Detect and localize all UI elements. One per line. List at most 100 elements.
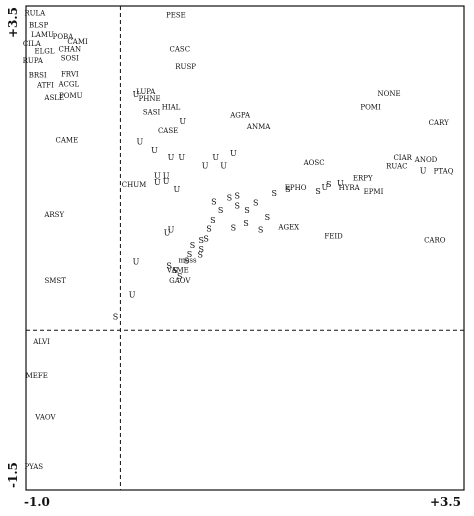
point-label-ruac: RUAC <box>386 163 407 171</box>
x-axis-min-label: -1.0 <box>24 495 50 509</box>
marker-u-9: U <box>220 162 227 171</box>
point-label-elgl: ELGL <box>34 47 54 55</box>
point-label-anma: ANMA <box>246 123 271 131</box>
marker-s-23: S <box>211 198 216 207</box>
point-label-agex: AGEX <box>277 224 299 232</box>
point-label-lamu: LAMU <box>31 31 54 39</box>
point-label-pese: PESE <box>166 12 186 20</box>
point-label-rula: RULA <box>24 10 46 18</box>
marker-s-27: S <box>234 201 239 210</box>
marker-u-3: U <box>151 146 158 155</box>
point-label-ptaq: PTAQ <box>434 168 454 176</box>
marker-s-47: S <box>285 185 290 194</box>
marker-s-24: S <box>218 206 223 215</box>
point-label-case: CASE <box>158 127 178 135</box>
point-label-pyas: PYAS <box>24 463 43 471</box>
marker-s-34: S <box>258 226 263 235</box>
marker-u-21: U <box>420 167 427 176</box>
marker-s-35: S <box>210 216 215 225</box>
marker-u-20: U <box>337 179 344 188</box>
marker-u-13: U <box>163 177 170 186</box>
point-label-phne: PHNE <box>139 95 161 103</box>
marker-u-18: U <box>129 290 136 299</box>
point-label-frvi: FRVI <box>61 71 79 79</box>
point-label-caro: CARO <box>424 236 446 244</box>
point-label-casc: CASC <box>170 46 191 54</box>
point-label-pomu: POMU <box>59 92 83 100</box>
point-label-epho: EPHO <box>285 184 307 192</box>
point-label-epmi: EPMI <box>364 188 384 196</box>
marker-s-36: S <box>206 225 211 234</box>
marker-s-48: S <box>315 187 320 196</box>
point-label-alvi: ALVI <box>32 338 50 346</box>
marker-u-4: U <box>168 153 175 162</box>
point-label-cila: CILA <box>23 40 42 48</box>
marker-u-6: U <box>212 153 219 162</box>
marker-u-17: U <box>133 258 140 267</box>
point-label-sosi: SOSI <box>61 54 79 62</box>
marker-u-8: U <box>202 162 209 171</box>
point-label-feid: FEID <box>324 232 343 240</box>
marker-u-7: U <box>230 149 237 158</box>
point-label-came: CAME <box>56 137 79 145</box>
marker-s-31: S <box>265 213 270 222</box>
point-label-asle: ASLE <box>43 94 64 102</box>
x-axis-max-label: +3.5 <box>430 495 461 509</box>
marker-s-26: S <box>234 192 239 201</box>
marker-u-1: U <box>179 117 186 126</box>
marker-s-44: S <box>166 261 171 270</box>
marker-u-10: U <box>154 171 161 180</box>
marker-s-22: S <box>113 313 118 322</box>
point-label-hial: HIAL <box>162 104 181 112</box>
point-label-mefe: MEFE <box>26 372 48 380</box>
marker-s-33: S <box>231 224 236 233</box>
marker-u-12: U <box>154 178 161 187</box>
point-label-cary: CARY <box>429 119 449 127</box>
point-label-lupa: LUPA <box>136 88 156 96</box>
point-label-erpy: ERPY <box>353 174 373 182</box>
marker-s-38: S <box>198 236 203 245</box>
y-axis-min-label: -1.5 <box>6 462 20 488</box>
marker-s-46: S <box>177 272 182 281</box>
point-label-smst: SMST <box>44 277 66 285</box>
marker-u-15: U <box>164 228 171 237</box>
marker-s-29: S <box>253 198 258 207</box>
marker-u-11: U <box>163 171 170 180</box>
marker-s-49: S <box>326 180 331 189</box>
marker-s-30: S <box>271 189 276 198</box>
point-label-hyra: HYRA <box>339 184 361 192</box>
point-label-chum: CHUM <box>122 181 147 189</box>
point-label-vaov: VAOV <box>34 413 56 421</box>
point-label-rusp: RUSP <box>175 63 196 71</box>
marker-s-42: S <box>197 251 202 260</box>
point-label-anod: ANOD <box>414 156 438 164</box>
point-label-aosc: AOSC <box>303 159 325 167</box>
point-label-vame: VAME <box>166 266 189 274</box>
marker-s-32: S <box>243 219 248 228</box>
marker-u-19: U <box>321 183 328 192</box>
marker-s-25: S <box>227 194 232 203</box>
point-label-arsy: ARSY <box>43 211 64 219</box>
point-label-moss: moss <box>179 257 197 265</box>
point-label-sasi: SASI <box>143 108 161 116</box>
point-label-acgl: ACGL <box>57 80 79 88</box>
marker-u-2: U <box>137 137 144 146</box>
point-label-blsp: BLSP <box>29 21 49 29</box>
point-label-chan: CHAN <box>58 46 81 54</box>
marker-s-41: S <box>187 250 192 259</box>
point-label-brsi: BRSI <box>29 72 47 80</box>
marker-u-14: U <box>173 185 180 194</box>
point-label-gaov: GAOV <box>169 277 191 285</box>
point-label-rupa: RUPA <box>23 57 44 65</box>
marker-u-5: U <box>178 153 185 162</box>
point-label-pomi: POMI <box>360 104 381 112</box>
marker-s-43: S <box>184 257 189 266</box>
marker-s-45: S <box>172 266 177 275</box>
y-axis-max-label: +3.5 <box>6 7 20 38</box>
marker-s-39: S <box>190 241 195 250</box>
plot-frame <box>25 5 465 491</box>
point-label-poba: POBA <box>53 33 75 41</box>
marker-s-37: S <box>203 234 208 243</box>
